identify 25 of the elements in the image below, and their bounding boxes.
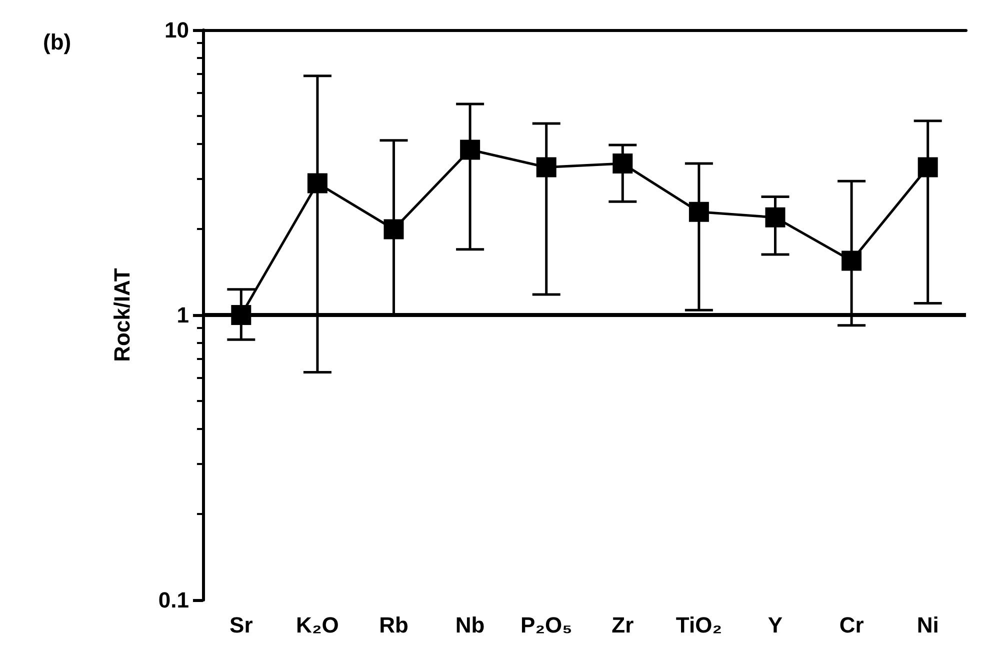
point <box>384 219 404 240</box>
x-tick-label: Cr <box>839 612 864 638</box>
point <box>612 154 633 174</box>
x-tick-label: Zr <box>612 612 634 638</box>
y-tick-label: 1 <box>176 302 189 328</box>
x-tick-label: Nb <box>455 612 485 638</box>
x-tick-label: P₂O₅ <box>520 612 572 638</box>
point <box>536 157 556 178</box>
x-tick-label: Sr <box>230 612 254 638</box>
y-tick-label: 10 <box>164 18 189 42</box>
point <box>842 250 862 271</box>
point <box>918 157 938 178</box>
point <box>765 207 786 228</box>
chart-title: (b) <box>43 30 72 54</box>
y-tick-label: 0.1 <box>158 588 189 612</box>
point <box>688 202 709 222</box>
x-tick-label: Ni <box>916 612 939 638</box>
y-axis-title: Rock/IAT <box>110 268 134 362</box>
point <box>231 305 252 325</box>
point <box>460 140 480 160</box>
x-tick-label: Y <box>768 612 783 638</box>
x-tick-label: K₂O <box>296 612 339 638</box>
point <box>307 173 328 194</box>
x-tick-label: TiO₂ <box>676 612 722 638</box>
x-tick-label: Rb <box>379 612 408 638</box>
